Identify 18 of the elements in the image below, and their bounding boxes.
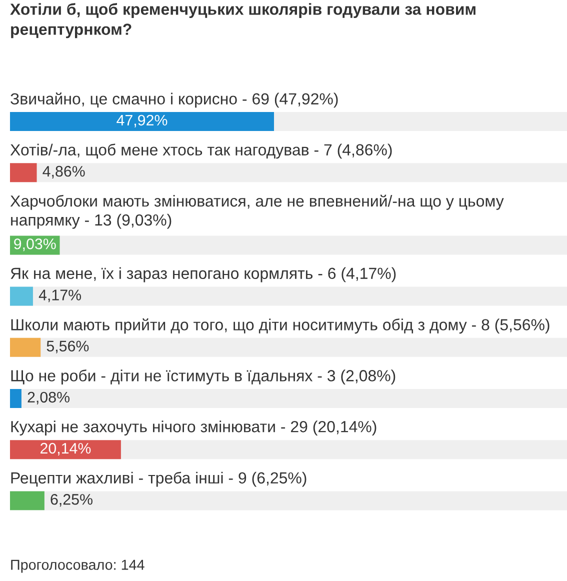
data-label: 4,17% [38,290,82,302]
data-label: 4,86% [42,166,85,178]
text: Проголосовало: 144 [11,560,144,573]
y-tick-label: Харчоблоки мають змінюватися, але не впевнений/-на що у цьому напрямку - 13 (9,03%) [10,194,504,229]
data-label: 9,03% [14,238,56,252]
data-label: 6,25% [50,494,92,507]
y-tick-label: Рецепти жахливі - треба інші - 9 (6,25%) [11,472,306,487]
y-tick-label: Школи мають прийти до того, що діти носитимуть обід з дому - 8 (5,56%) [11,318,550,334]
data-label: 47,92% [116,114,168,128]
y-tick-label: Як на мене, їх і зараз непогано кормлять - 6 (4,17%) [10,267,396,282]
y-tick-label: Звичайно, це смачно і корисно - 69 (47,92%) [10,92,338,108]
y-tick-label: Що не роби - діти не їстимуть в їдальнях - 3 (2,08%) [11,370,396,385]
data-label: 2,08% [28,392,70,404]
data-label: 20,14% [40,442,91,456]
data-label: 5,56% [46,340,89,354]
y-tick-label: Хотів/-ла, щоб мене хтось так нагодував - 7 (4,86%) [10,144,392,159]
y-tick-label: Кухарі не захочуть нічого змінювати - 29 (20,14%) [11,420,376,436]
chart-title: Хотіли б, щоб кременчуцьких школярів годували за новим рецептурнком? [10,3,476,38]
